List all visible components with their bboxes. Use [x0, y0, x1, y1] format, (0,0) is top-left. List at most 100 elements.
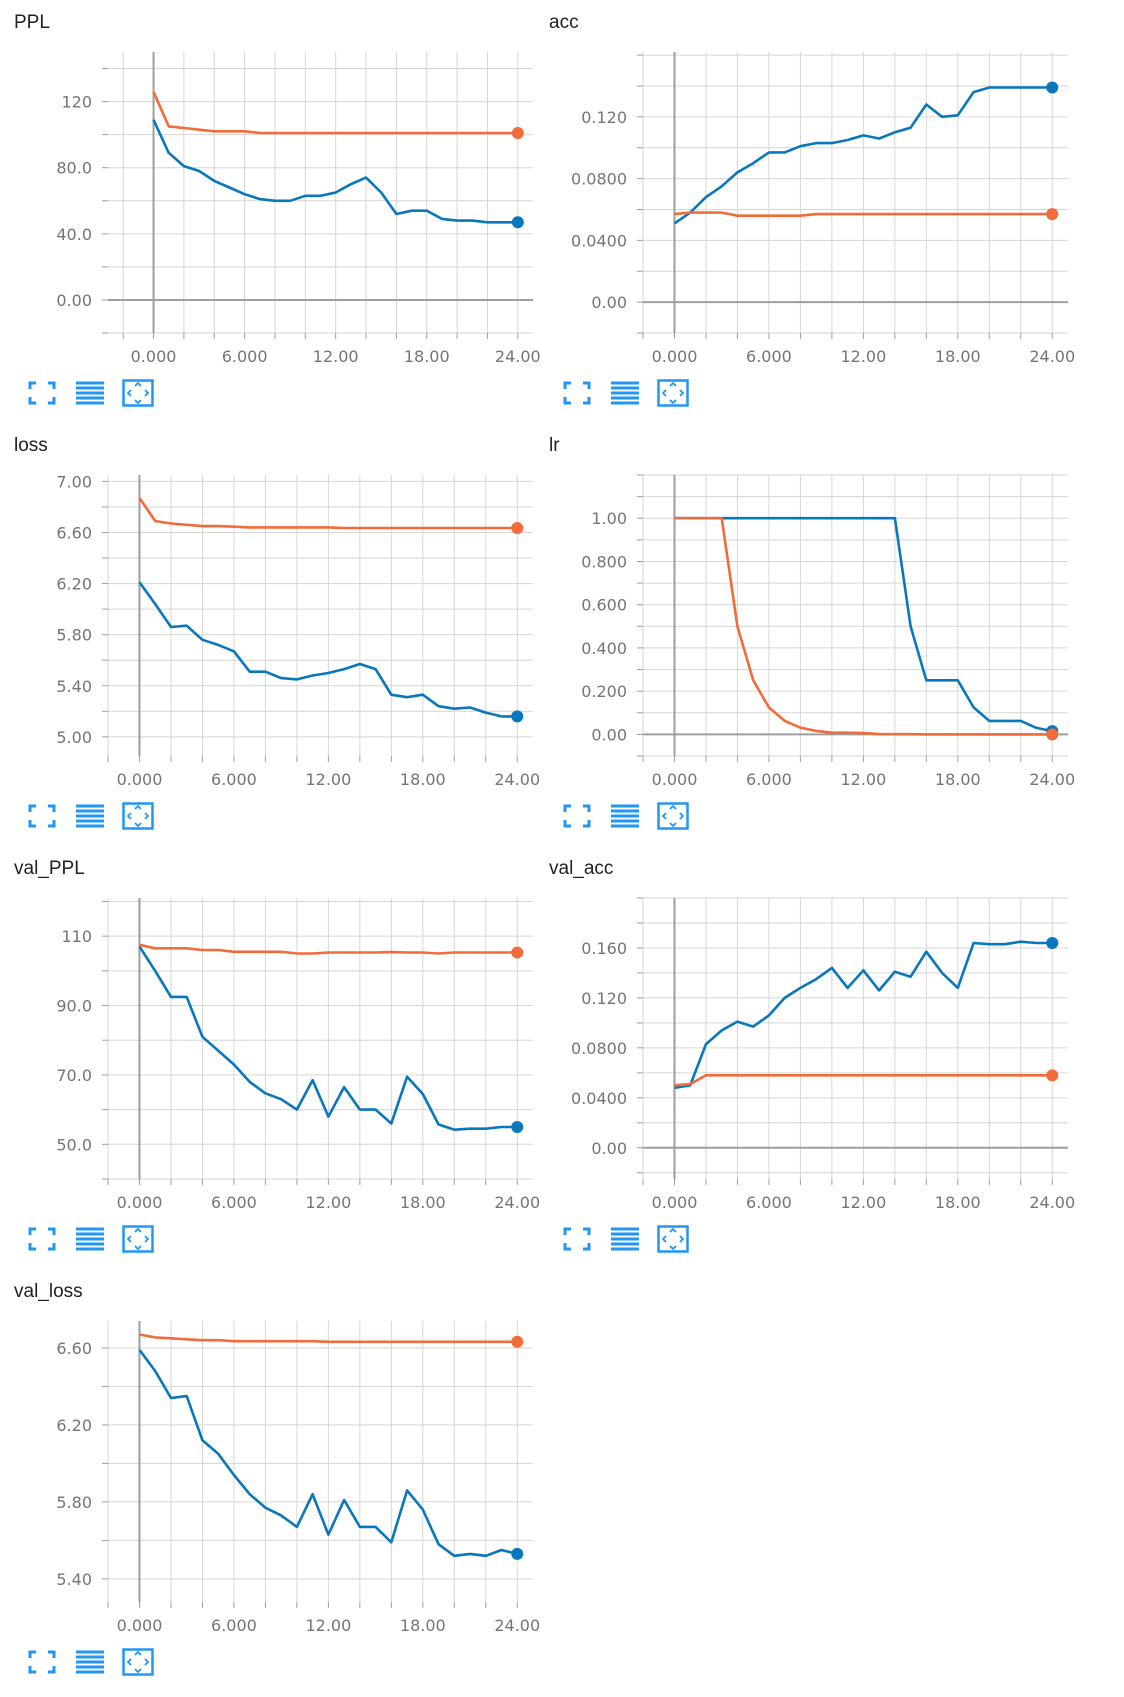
y-tick-label: 6.60 — [56, 1339, 92, 1358]
x-tick-label: 6.000 — [746, 347, 792, 366]
series-end-point-1 — [1046, 728, 1059, 741]
y-tick-label: 5.80 — [56, 1493, 92, 1512]
series-end-point-0 — [511, 1120, 524, 1133]
series-end-point-0 — [1046, 81, 1059, 94]
x-tick-label: 12.00 — [305, 1193, 351, 1212]
y-tick-label: 0.120 — [581, 989, 627, 1008]
fit-domain-icon[interactable] — [122, 801, 154, 831]
chart-title: PPL — [14, 12, 50, 33]
x-tick-label: 24.00 — [495, 347, 541, 366]
data-table-lines-icon[interactable] — [609, 801, 641, 831]
chart-card-acc: acc 0.000 6.000 12.00 18.00 24.00 0.00 0.0400 0.… — [535, 0, 1080, 415]
series-line-0 — [674, 940, 1053, 1090]
fit-domain-icon[interactable] — [657, 801, 689, 831]
x-tick-label: 0.000 — [117, 1193, 163, 1212]
x-tick-label: 0.000 — [131, 347, 177, 366]
y-tick-label: 5.40 — [56, 677, 92, 696]
fullscreen-expand-icon[interactable] — [561, 378, 593, 408]
x-tick-label: 24.00 — [1029, 1193, 1075, 1212]
fullscreen-expand-icon[interactable] — [26, 378, 58, 408]
series-line-0 — [138, 945, 518, 1132]
fullscreen-expand-icon[interactable] — [26, 1647, 58, 1677]
y-tick-label: 80.0 — [56, 159, 92, 178]
y-tick-label: 6.20 — [56, 575, 92, 594]
chart-title: acc — [549, 12, 579, 33]
chart-card-lr: lr 0.000 6.000 12.00 18.00 24.00 0.00 0.200 0.40… — [535, 423, 1080, 838]
x-tick-label: 12.00 — [840, 347, 886, 366]
series-line-0 — [674, 516, 1053, 733]
chart-plot: 0.000 6.000 12.00 18.00 24.00 50.0 70.0 90.0 110 — [56, 898, 540, 1212]
y-tick-label: 0.600 — [581, 596, 627, 615]
series-line-0 — [138, 1349, 518, 1558]
x-tick-label: 24.00 — [494, 1193, 540, 1212]
x-tick-label: 0.000 — [117, 770, 163, 789]
y-tick-label: 0.400 — [581, 639, 627, 658]
chart-title: val_PPL — [14, 858, 85, 879]
x-tick-label: 24.00 — [494, 770, 540, 789]
series-line-1 — [139, 943, 518, 955]
fit-domain-icon[interactable] — [122, 1224, 154, 1254]
series-end-point-1 — [1046, 208, 1059, 221]
x-tick-label: 6.000 — [222, 347, 268, 366]
x-tick-label: 18.00 — [935, 770, 981, 789]
x-tick-label: 12.00 — [840, 1193, 886, 1212]
y-tick-label: 7.00 — [56, 472, 92, 491]
chart-title: val_loss — [14, 1281, 83, 1302]
y-tick-label: 5.80 — [56, 626, 92, 645]
data-table-lines-icon[interactable] — [74, 1647, 106, 1677]
y-tick-label: 6.60 — [56, 523, 92, 542]
chart-plot: 0.000 6.000 12.00 18.00 24.00 0.00 0.0400 0.080… — [571, 897, 1075, 1212]
y-tick-label: 0.0400 — [571, 231, 627, 250]
series-end-point-0 — [511, 1547, 524, 1560]
x-tick-label: 18.00 — [400, 770, 446, 789]
x-tick-label: 0.000 — [652, 347, 698, 366]
y-tick-label: 5.40 — [56, 1570, 92, 1589]
series-end-point-0 — [511, 710, 524, 723]
y-tick-label: 0.0800 — [571, 170, 627, 189]
series-line-0 — [152, 119, 518, 224]
y-tick-label: 0.160 — [581, 939, 627, 958]
y-tick-label: 0.0400 — [571, 1089, 627, 1108]
data-table-lines-icon[interactable] — [609, 1224, 641, 1254]
fit-domain-icon[interactable] — [657, 378, 689, 408]
fullscreen-expand-icon[interactable] — [561, 801, 593, 831]
chart-title: val_acc — [549, 858, 614, 879]
y-tick-label: 0.00 — [591, 725, 627, 744]
x-tick-label: 12.00 — [305, 1616, 351, 1635]
y-tick-label: 0.800 — [581, 552, 627, 571]
data-table-lines-icon[interactable] — [74, 801, 106, 831]
series-line-1 — [138, 497, 518, 530]
y-tick-label: 50.0 — [56, 1135, 92, 1154]
series-end-point-1 — [511, 1335, 524, 1348]
fit-domain-icon[interactable] — [122, 1647, 154, 1677]
fullscreen-expand-icon[interactable] — [26, 801, 58, 831]
x-tick-label: 24.00 — [1029, 770, 1075, 789]
x-tick-label: 6.000 — [746, 1193, 792, 1212]
x-tick-label: 18.00 — [935, 347, 981, 366]
y-tick-label: 120 — [61, 93, 92, 112]
fit-domain-icon[interactable] — [657, 1224, 689, 1254]
x-tick-label: 0.000 — [652, 770, 698, 789]
x-tick-label: 6.000 — [211, 770, 257, 789]
fullscreen-expand-icon[interactable] — [561, 1224, 593, 1254]
y-tick-label: 0.00 — [591, 293, 627, 312]
chart-card-val-ppl: val_PPL 0.000 6.000 12.00 18.00 24.00 50.0 70.0… — [0, 846, 545, 1261]
data-table-lines-icon[interactable] — [74, 1224, 106, 1254]
series-end-point-0 — [511, 216, 524, 229]
chart-plot: 0.000 6.000 12.00 18.00 24.00 5.40 5.80 6.20 6.6… — [56, 1321, 540, 1635]
data-table-lines-icon[interactable] — [74, 378, 106, 408]
chart-card-loss: loss 0.000 6.000 12.00 18.00 24.00 5.00 5.40 5.8… — [0, 423, 545, 838]
y-tick-label: 0.120 — [581, 108, 627, 127]
series-line-1 — [674, 211, 1053, 217]
fullscreen-expand-icon[interactable] — [26, 1224, 58, 1254]
x-tick-label: 6.000 — [746, 770, 792, 789]
y-tick-label: 40.0 — [56, 225, 92, 244]
series-line-1 — [674, 516, 1053, 736]
data-table-lines-icon[interactable] — [609, 378, 641, 408]
fit-domain-icon[interactable] — [122, 378, 154, 408]
series-line-1 — [152, 91, 518, 135]
y-tick-label: 90.0 — [56, 997, 92, 1016]
chart-card-ppl: PPL 0.000 6.000 12.00 18.00 24.00 0.00 40.0 80.0… — [0, 0, 545, 415]
series-end-point-1 — [511, 126, 524, 139]
chart-title: loss — [14, 435, 48, 456]
